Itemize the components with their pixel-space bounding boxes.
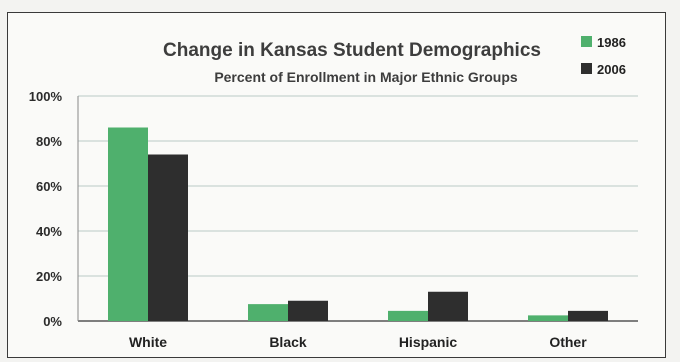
legend-label: 1986 — [597, 35, 626, 50]
legend-swatch — [581, 36, 592, 47]
category-label: White — [129, 334, 167, 350]
bar-black-2006 — [288, 300, 328, 321]
x-axis-categories: White Black Hispanic Other — [129, 334, 587, 350]
y-tick-label: 60% — [36, 179, 62, 194]
bar-other-2006 — [568, 310, 608, 321]
bar-black-1986 — [248, 304, 288, 321]
y-tick-label: 40% — [36, 224, 62, 239]
bar-other-1986 — [528, 315, 568, 321]
y-tick-label: 100% — [29, 89, 63, 104]
bar-white-1986 — [108, 127, 148, 321]
y-tick-label: 20% — [36, 269, 62, 284]
category-label: Hispanic — [399, 334, 458, 350]
bar-white-2006 — [148, 154, 188, 321]
chart-title: Change in Kansas Student Demographics — [163, 40, 541, 61]
category-label: Black — [269, 334, 307, 350]
category-label: Other — [549, 334, 587, 350]
y-tick-label: 80% — [36, 134, 62, 149]
legend-label: 2006 — [597, 62, 626, 77]
y-axis-ticks: 0% 20% 40% 60% 80% 100% — [29, 89, 63, 329]
legend-swatch — [581, 63, 592, 74]
bar-hispanic-1986 — [388, 310, 428, 321]
bar-hispanic-2006 — [428, 291, 468, 321]
legend: 1986 2006 — [581, 35, 626, 77]
bars — [108, 127, 608, 321]
y-tick-label: 0% — [43, 314, 62, 329]
chart-subtitle: Percent of Enrollment in Major Ethnic Gr… — [214, 69, 518, 85]
